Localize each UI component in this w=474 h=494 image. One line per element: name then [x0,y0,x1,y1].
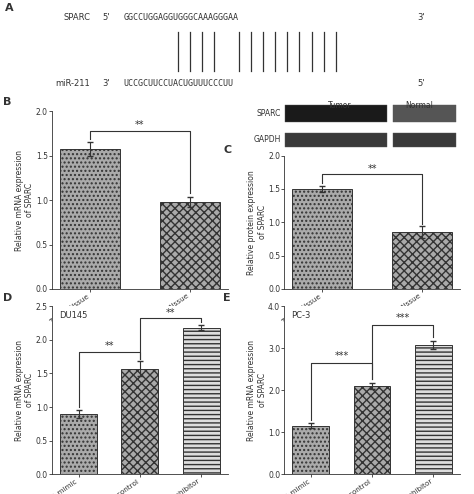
Y-axis label: Relative mRNA expression
of SPARC: Relative mRNA expression of SPARC [15,150,35,250]
Bar [392,232,452,289]
Bar [292,189,352,289]
Text: **: ** [135,120,145,130]
Text: E: E [223,293,231,303]
Y-axis label: Relative mRNA expression
of SPARC: Relative mRNA expression of SPARC [15,340,35,441]
Text: 5': 5' [102,13,109,22]
Text: 3': 3' [102,80,109,88]
Text: A: A [5,3,13,13]
Bar [415,345,452,474]
Bar [285,133,387,147]
Bar [354,386,391,474]
Bar [393,133,456,147]
Text: UCCGCUUCCUACUGUUUCCCUU: UCCGCUUCCUACUGUUUCCCUU [123,80,233,88]
Bar [60,414,97,474]
Text: PC-3: PC-3 [292,311,311,320]
Bar [121,369,158,474]
Text: B: B [3,97,11,107]
Bar [285,105,387,123]
Bar [292,426,329,474]
Text: ***: *** [396,314,410,324]
Text: ***: *** [334,351,348,361]
Text: GGCCUGGAGGUGGGCAAAGGGAA: GGCCUGGAGGUGGGCAAAGGGAA [123,13,238,22]
Text: GAPDH: GAPDH [254,135,281,144]
Text: SPARC: SPARC [63,13,90,22]
Bar [160,202,219,289]
Text: D: D [3,293,12,303]
Text: **: ** [104,341,114,351]
Y-axis label: Relative protein expression
of SPARC: Relative protein expression of SPARC [247,170,267,275]
Bar [393,105,456,123]
Text: Normal: Normal [405,101,433,110]
Text: **: ** [367,164,377,173]
Text: 5': 5' [417,80,425,88]
Text: miR-211: miR-211 [55,80,90,88]
Text: SPARC: SPARC [257,109,281,118]
Text: **: ** [166,308,175,318]
Bar [183,328,219,474]
Text: Tumor: Tumor [328,101,352,110]
Text: 3': 3' [417,13,425,22]
Y-axis label: Relative mRNA expression
of SPARC: Relative mRNA expression of SPARC [247,340,267,441]
Text: DU145: DU145 [59,311,88,320]
Text: C: C [223,145,231,155]
Bar [60,149,120,289]
